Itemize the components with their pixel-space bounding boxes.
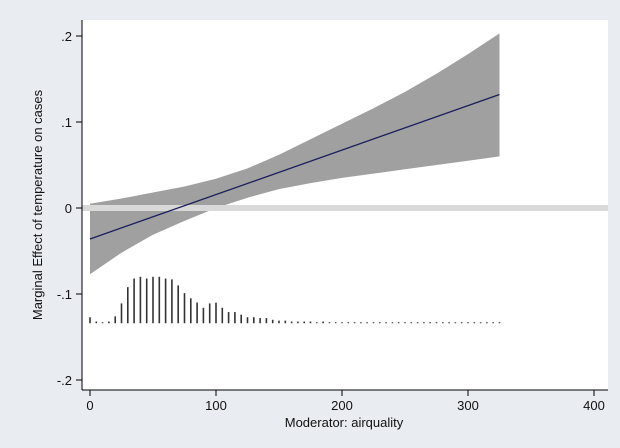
x-tick-label: 0 — [86, 398, 93, 413]
x-tick-label: 200 — [331, 398, 353, 413]
confidence-band — [90, 33, 500, 275]
x-axis-title: Moderator: airquality — [285, 415, 404, 430]
x-axis-ticks: 0 100 200 300 400 — [86, 390, 605, 413]
x-tick-label: 100 — [205, 398, 227, 413]
y-tick-label: .1 — [61, 115, 72, 130]
y-tick-label: 0 — [65, 201, 72, 216]
y-axis-ticks: -.2 -.1 0 .1 .2 — [57, 29, 82, 388]
marginal-effect-line — [89, 93, 500, 240]
y-tick-label: .2 — [61, 29, 72, 44]
x-tick-label: 400 — [583, 398, 605, 413]
y-tick-label: -.1 — [57, 287, 72, 302]
axes — [81, 20, 608, 391]
x-tick-label: 300 — [457, 398, 479, 413]
histogram-layer — [89, 276, 501, 324]
y-tick-label: -.2 — [57, 373, 72, 388]
marginal-effect-line-layer — [89, 93, 500, 240]
y-axis-title: Marginal Effect of temperature on cases — [30, 89, 45, 320]
confidence-band-layer — [90, 33, 500, 275]
